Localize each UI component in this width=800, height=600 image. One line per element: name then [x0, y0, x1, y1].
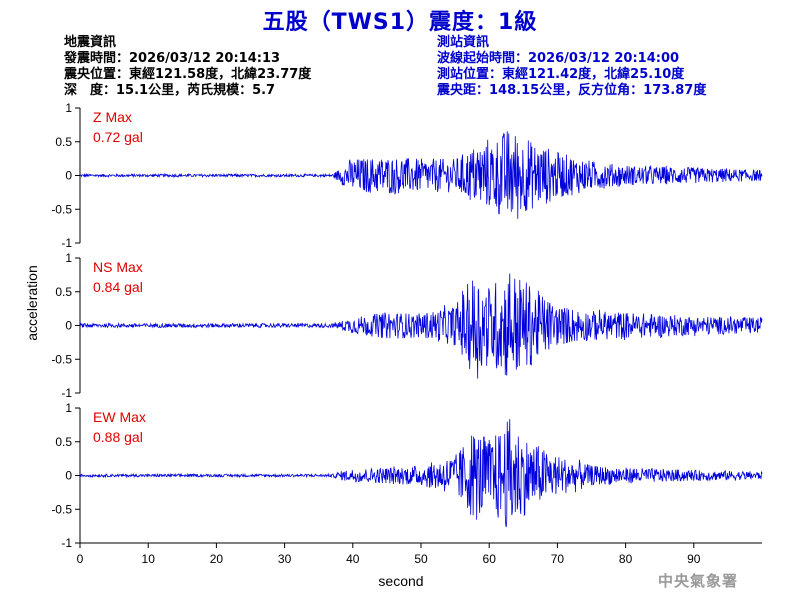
- y-tick-label: 1: [65, 401, 72, 415]
- y-tick-label: 1: [65, 251, 72, 265]
- series-trace-ns: [79, 273, 763, 379]
- max-label-ew: EW Max: [93, 409, 146, 425]
- x-tick-label: 80: [619, 552, 633, 566]
- max-value-z: 0.72 gal: [93, 129, 143, 145]
- y-tick-label: 0: [65, 469, 72, 483]
- agency-watermark: 中央氣象署: [658, 572, 739, 590]
- x-tick-label: 40: [346, 552, 360, 566]
- depth-magnitude: 深 度：15.1公里，芮氏規模：5.7: [64, 83, 276, 98]
- y-tick-label: 0.5: [55, 435, 72, 449]
- max-label-ns: NS Max: [93, 259, 143, 275]
- x-tick-label: 30: [278, 552, 292, 566]
- x-tick-label: 0: [77, 552, 84, 566]
- origin-time: 發震時間：2026/03/12 20:14:13: [64, 51, 281, 66]
- wave-start-time: 波線起始時間：2026/03/12 20:14:00: [437, 51, 680, 66]
- epicenter-location: 震央位置：東經121.58度，北緯23.77度: [64, 67, 312, 82]
- y-tick-label: -1: [61, 386, 72, 400]
- y-tick-label: 0: [65, 319, 72, 333]
- event-info-heading: 地震資訊: [64, 35, 117, 50]
- series-trace-z: [79, 131, 763, 219]
- x-axis-title: second: [378, 573, 423, 589]
- y-tick-label: 0: [65, 169, 72, 183]
- y-tick-label: 0.5: [55, 285, 72, 299]
- max-value-ns: 0.84 gal: [93, 279, 143, 295]
- series-trace-ew: [79, 419, 763, 528]
- x-tick-label: 50: [414, 552, 428, 566]
- page-title: 五股（TWS1）震度：1級: [262, 10, 538, 35]
- x-tick-label: 70: [551, 552, 565, 566]
- station-location: 測站位置：東經121.42度，北緯25.10度: [437, 67, 685, 82]
- x-tick-label: 20: [210, 552, 224, 566]
- station-info: 測站資訊 波線起始時間：2026/03/12 20:14:00 測站位置：東經1…: [437, 35, 706, 99]
- y-tick-label: -0.5: [51, 202, 72, 216]
- x-tick-label: 60: [483, 552, 497, 566]
- epicentral-distance: 震央距：148.15公里，反方位角：173.87度: [437, 83, 707, 98]
- y-axis-title: acceleration: [24, 265, 40, 341]
- max-label-z: Z Max: [93, 109, 132, 125]
- y-tick-label: -0.5: [51, 352, 72, 366]
- y-tick-label: 0.5: [55, 135, 72, 149]
- y-tick-label: -1: [61, 536, 72, 550]
- y-tick-label: -0.5: [51, 502, 72, 516]
- x-tick-label: 10: [142, 552, 156, 566]
- x-tick-label: 90: [687, 552, 701, 566]
- y-tick-label: -1: [61, 236, 72, 250]
- max-value-ew: 0.88 gal: [93, 429, 143, 445]
- y-tick-label: 1: [65, 101, 72, 115]
- event-info: 地震資訊 發震時間：2026/03/12 20:14:13 震央位置：東經121…: [64, 35, 311, 99]
- station-info-heading: 測站資訊: [437, 35, 490, 50]
